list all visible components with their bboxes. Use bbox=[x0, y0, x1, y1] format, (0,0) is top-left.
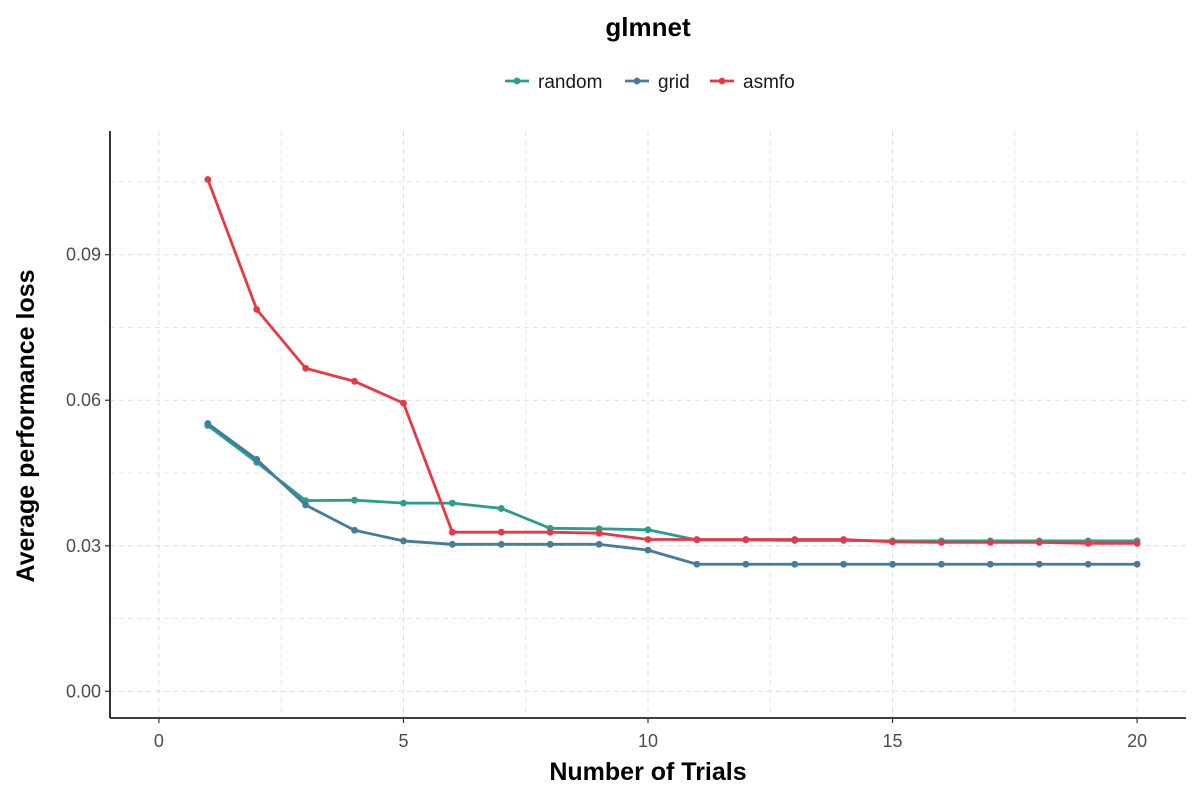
legend-label: grid bbox=[658, 72, 690, 93]
data-point-asmfo bbox=[1133, 539, 1141, 547]
series-line-asmfo bbox=[206, 178, 1139, 545]
legend-label: asmfo bbox=[743, 72, 795, 93]
legend-key-point bbox=[718, 77, 726, 85]
data-point-grid bbox=[204, 420, 212, 427]
legend-item-random: random bbox=[505, 72, 602, 93]
y-tick-label: 0.03 bbox=[66, 536, 101, 556]
data-point-grid bbox=[253, 456, 261, 463]
data-point-asmfo bbox=[448, 528, 456, 536]
series-grid bbox=[204, 420, 1141, 568]
data-point-asmfo bbox=[253, 306, 261, 313]
data-point-grid bbox=[742, 560, 750, 568]
data-point-grid bbox=[644, 546, 652, 554]
series-line-random bbox=[206, 424, 1139, 543]
data-point-grid bbox=[302, 501, 310, 509]
series-line-grid bbox=[206, 422, 1139, 566]
data-point-asmfo bbox=[1084, 539, 1092, 547]
legend-key-point bbox=[513, 77, 521, 85]
data-point-asmfo bbox=[595, 529, 603, 537]
data-point-asmfo bbox=[742, 536, 750, 543]
data-point-grid bbox=[400, 537, 407, 545]
y-tick-label: 0.00 bbox=[66, 681, 101, 701]
series-layer bbox=[204, 176, 1141, 568]
data-point-asmfo bbox=[889, 538, 896, 546]
series-asmfo bbox=[204, 176, 1141, 547]
data-point-grid bbox=[546, 540, 554, 548]
data-point-asmfo bbox=[693, 536, 701, 543]
data-point-grid bbox=[1035, 560, 1043, 568]
data-point-asmfo bbox=[1035, 538, 1043, 546]
grid-lines bbox=[110, 131, 1186, 718]
data-point-grid bbox=[1084, 560, 1092, 568]
data-point-grid bbox=[1133, 560, 1141, 568]
data-point-random bbox=[497, 505, 505, 512]
data-point-asmfo bbox=[938, 538, 945, 546]
data-point-grid bbox=[791, 560, 799, 568]
x-axis-title: Number of Trials bbox=[549, 758, 746, 786]
data-point-grid bbox=[889, 560, 896, 568]
legend-item-asmfo: asmfo bbox=[710, 72, 795, 93]
data-point-random bbox=[351, 496, 358, 504]
data-point-grid bbox=[986, 560, 994, 568]
y-axis-title: Average performance loss bbox=[12, 269, 40, 582]
legend-item-grid: grid bbox=[625, 72, 690, 93]
data-point-asmfo bbox=[400, 399, 407, 407]
data-point-asmfo bbox=[644, 536, 652, 543]
data-point-asmfo bbox=[351, 377, 358, 385]
data-point-grid bbox=[351, 526, 358, 534]
chart-title: glmnet bbox=[605, 12, 691, 42]
legend: random grid asmfo bbox=[505, 72, 795, 93]
data-point-asmfo bbox=[986, 538, 994, 546]
data-point-asmfo bbox=[302, 364, 310, 372]
axes: 0 5 10 15 20 0.00 0.03 0.06 0.09 bbox=[66, 131, 1186, 751]
data-point-grid bbox=[448, 540, 456, 548]
x-tick-label: 0 bbox=[154, 731, 164, 751]
data-point-grid bbox=[840, 560, 848, 568]
y-tick-label: 0.06 bbox=[66, 390, 101, 410]
data-point-grid bbox=[693, 560, 701, 568]
data-point-asmfo bbox=[497, 528, 505, 536]
data-point-asmfo bbox=[840, 536, 848, 543]
data-point-grid bbox=[497, 540, 505, 548]
x-tick-label: 5 bbox=[398, 731, 408, 751]
legend-key-point bbox=[633, 77, 641, 85]
x-tick-label: 20 bbox=[1127, 731, 1147, 751]
data-point-grid bbox=[938, 560, 945, 568]
data-point-random bbox=[448, 499, 456, 507]
legend-label: random bbox=[538, 72, 602, 93]
data-point-asmfo bbox=[546, 528, 554, 536]
data-point-random bbox=[644, 526, 652, 534]
x-tick-label: 10 bbox=[638, 731, 658, 751]
data-point-random bbox=[400, 499, 407, 507]
y-tick-label: 0.09 bbox=[66, 245, 101, 265]
x-tick-label: 15 bbox=[883, 731, 903, 751]
data-point-grid bbox=[595, 540, 603, 548]
data-point-asmfo bbox=[791, 536, 799, 543]
data-point-asmfo bbox=[204, 176, 212, 183]
